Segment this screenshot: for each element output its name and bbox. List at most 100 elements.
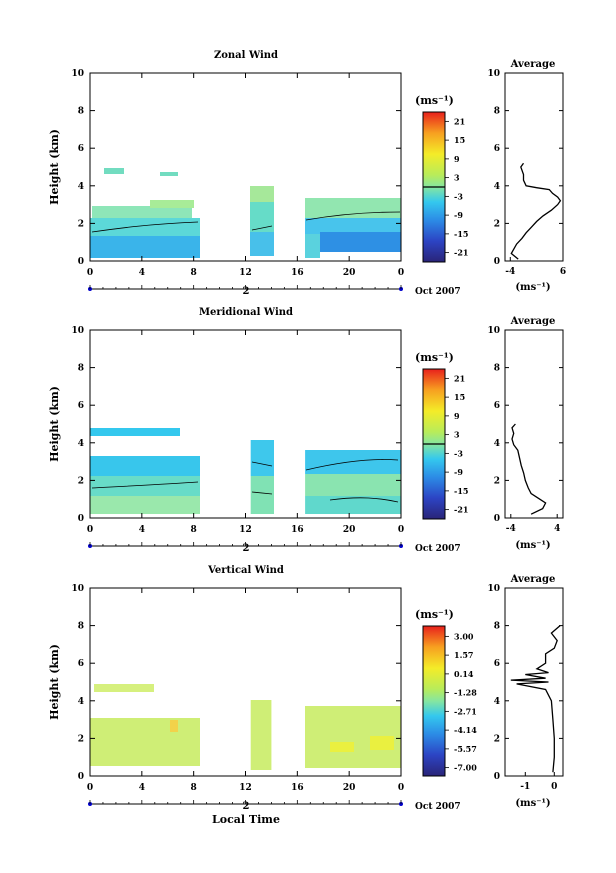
heat-block-warm [370,736,394,750]
colorbar-unit: (ms⁻¹) [415,351,454,364]
average-profile-panel: Average -4 4 0 2 4 6 8 10 (ms⁻¹) [487,316,564,551]
average-profile-line [511,423,547,515]
y-ticks: 0 2 4 6 8 10 [71,326,401,524]
x-tick-label: 0 [87,525,93,535]
x-tick-label: 0 [398,268,404,278]
data-gap [200,73,246,261]
x-tick-label: 20 [343,268,356,278]
colorbar-tick-label: -5.57 [454,744,477,754]
date-axis: 2 Oct 2007 [88,285,461,297]
x-tick-label: 12 [239,525,252,535]
avg-y-tick-label: 6 [494,401,500,411]
colorbar-tick-label: -21 [454,505,468,515]
avg-y-ticks: 0 2 4 6 8 10 [487,69,563,267]
heat-band-mid [90,218,200,236]
colorbar-tick-label: -7.00 [454,763,477,773]
x-tick-label: 4 [139,268,145,278]
avg-y-tick-label: 0 [494,257,500,267]
heat-band-base [90,496,200,514]
average-profile-line [510,625,561,773]
x-tick-label: 0 [87,268,93,278]
heatmap-meridional [90,330,401,518]
colorbar-tick-label: 15 [454,135,465,145]
heat-block [250,232,274,256]
avg-y-tick-label: 10 [487,69,500,79]
average-title: Average [510,59,556,70]
colorbar-tick-label: 21 [454,373,465,383]
avg-x-ticks: -4 6 [505,257,566,277]
heat-band [90,718,200,766]
colorbar-ticks: 21 15 9 3 -3 -9 -15 -21 [445,116,468,258]
colorbar-tick-label: -9 [454,210,463,220]
heat-band-lower [90,236,200,258]
heat-block-warm [170,720,178,732]
avg-x-ticks: -4 4 [506,514,560,534]
colorbar-tick-label: 9 [454,411,460,421]
contour-line [91,459,399,503]
heat-block [305,450,401,474]
avg-y-tick-label: 4 [494,697,500,707]
avg-y-tick-label: 8 [494,107,500,117]
avg-y-tick-label: 2 [494,219,500,229]
heat-block [305,234,320,258]
average-profile-line [510,162,562,260]
heat-block [250,440,274,476]
colorbar-tick-label: -3 [454,448,463,458]
y-tick-label: 0 [78,257,84,267]
colorbar-tick-label: 3.00 [454,631,474,641]
panel-title: Zonal Wind [214,50,278,61]
x-tick-label: 12 [239,268,252,278]
avg-x-tick-label: -4 [505,267,515,277]
colorbar: (ms⁻¹) 21 15 9 3 -3 -9 -15 -21 [415,351,468,520]
heat-block [320,232,401,252]
x-tick-label: 0 [398,525,404,535]
heat-block [305,198,401,218]
heat-block-warm [330,742,354,752]
avg-y-tick-label: 0 [494,772,500,782]
x-tick-label: 8 [191,268,197,278]
colorbar-tick-label: -15 [454,486,468,496]
avg-y-tick-label: 10 [487,326,500,336]
y-tick-label: 4 [78,697,84,707]
x-tick-label: 20 [343,783,356,793]
panel-title: Vertical Wind [207,565,284,576]
avg-y-tick-label: 4 [494,439,500,449]
colorbar: (ms⁻¹) 3.00 1.57 0.14 -1.28 -2.71 -4.14 -5.57 -… [415,608,477,777]
date-axis: 2 Oct 2007 [88,800,461,812]
avg-y-ticks: 0 2 4 6 8 10 [487,326,563,524]
colorbar-ticks: 3.00 1.57 0.14 -1.28 -2.71 -4.14 -5.57 -7.00 [445,631,477,773]
x-tick-label: 8 [191,525,197,535]
data-gap [274,73,303,261]
heat-block [305,218,401,234]
y-axis-label: Height (km) [48,386,61,462]
day-label: 2 [243,286,250,297]
y-tick-label: 2 [78,734,84,744]
average-profile-panel: Average -4 6 0 2 4 6 8 10 (ms⁻¹) [487,59,566,293]
heatmap-zonal [90,73,401,261]
colorbar-unit: (ms⁻¹) [415,94,454,107]
y-tick-label: 6 [78,144,84,154]
heat-block [250,476,274,514]
avg-y-tick-label: 8 [494,622,500,632]
x-tick-label: 4 [139,525,145,535]
day-label: 2 [243,543,250,554]
avg-y-tick-label: 8 [494,364,500,374]
x-tick-label: 16 [291,268,304,278]
y-ticks: 0 2 4 6 8 10 [71,69,401,267]
x-tick-label: 16 [291,525,304,535]
avg-y-tick-label: 10 [487,584,500,594]
x-tick-label: 12 [239,783,252,793]
avg-x-tick-label: 0 [551,782,557,792]
heat-speck [104,168,124,174]
x-tick-label: 8 [191,783,197,793]
date-label: Oct 2007 [415,287,461,297]
y-tick-label: 8 [78,622,84,632]
y-tick-label: 6 [78,401,84,411]
avg-y-tick-label: 0 [494,514,500,524]
heat-band-lower [90,476,200,496]
date-axis: 2 Oct 2007 [88,542,461,554]
colorbar-tick-label: -1.28 [454,688,477,698]
